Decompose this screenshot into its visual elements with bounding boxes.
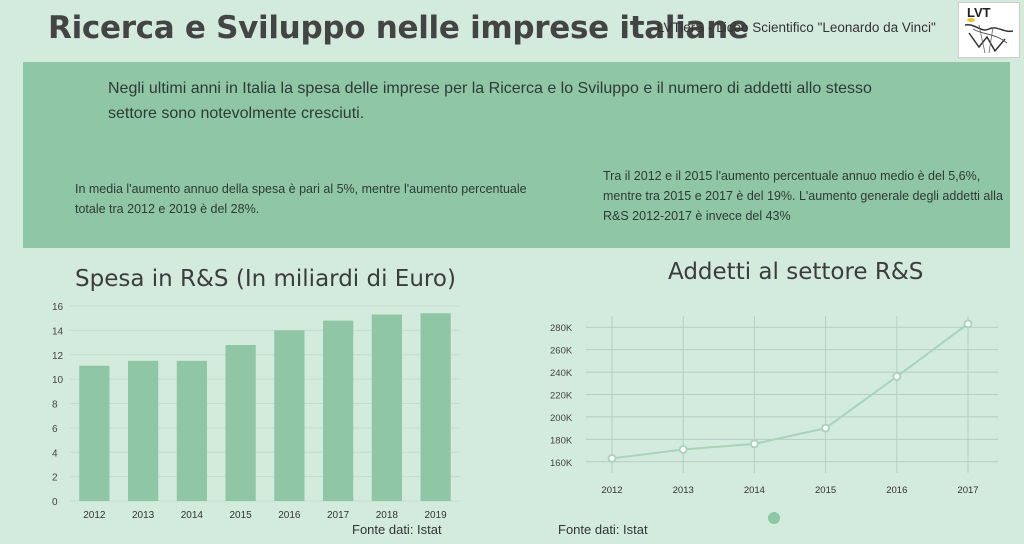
line-chart-y-tick-label: 160K [550, 458, 573, 469]
line-chart-y-tick-label: 260K [550, 346, 573, 357]
bar-chart-y-tick-label: 10 [52, 375, 64, 386]
line-chart-y-tick-label: 220K [550, 391, 573, 402]
bar-chart-x-tick-label: 2013 [132, 510, 155, 521]
line-point-2016 [892, 372, 902, 382]
school-logo: LVT [958, 2, 1020, 58]
line-chart-x-tick-label: 2013 [673, 485, 694, 496]
line-chart-y-tick-label: 240K [550, 368, 573, 379]
employees-note: Tra il 2012 e il 2015 l'aumento percentu… [603, 169, 1003, 223]
bar-2016 [274, 330, 305, 501]
page-title: Ricerca e Sviluppo nelle imprese italian… [48, 10, 749, 46]
bar-2012 [79, 365, 110, 501]
bar-2019 [420, 313, 451, 501]
line-series-addetti [611, 323, 969, 460]
line-chart: 160K 180K 200K 220K 240K 260K 280K 2012 2013 2014… [550, 316, 998, 496]
intro-text: Negli ultimi anni in Italia la spesa del… [108, 80, 872, 122]
bar-chart-x-tick-label: 2012 [83, 510, 106, 521]
line-chart-title: Addetti al settore R&S [668, 259, 924, 285]
bar-chart-x-tick-label: 2016 [278, 510, 301, 521]
summary-panel: Negli ultimi anni in Italia la spesa del… [23, 62, 1010, 248]
bar-chart-y-tick-label: 14 [52, 326, 64, 337]
line-chart-y-tick-label: 180K [550, 435, 573, 446]
spending-note: In media l'aumento annuo della spesa è p… [75, 182, 527, 216]
bar-chart-y-tick-label: 4 [52, 448, 58, 459]
bar-chart-y-tick-label: 8 [52, 400, 58, 411]
bar-2013 [128, 360, 159, 501]
line-point-2017 [963, 319, 973, 329]
bar-chart-source: Fonte dati: Istat [352, 522, 442, 537]
bar-chart-x-tick-label: 2019 [425, 510, 448, 521]
line-chart-x-tick-label: 2014 [744, 485, 765, 496]
bar-chart-x-tick-label: 2018 [376, 510, 399, 521]
bar-chart-y-tick-label: 12 [52, 351, 64, 362]
line-chart-x-tick-label: 2012 [601, 485, 622, 496]
bar-chart-y-tick-label: 2 [52, 473, 58, 484]
line-chart-x-tick-label: 2015 [815, 485, 836, 496]
bar-chart: 0 2 4 6 8 10 12 14 16 2012 2013 2014 2015 2016 2017 201… [52, 302, 460, 521]
line-point-2013 [678, 444, 688, 454]
bar-2014 [176, 360, 207, 501]
organization-label: LVTierS - Liceo Scientifico "Leonardo da… [657, 20, 936, 35]
bar-2018 [371, 314, 402, 501]
bar-chart-title: Spesa in R&S (In miliardi di Euro) [75, 266, 456, 292]
bar-2017 [323, 320, 354, 501]
logo-text: LVT [967, 5, 991, 20]
line-chart-y-tick-label: 280K [550, 323, 573, 334]
bar-chart-y-tick-label: 0 [52, 497, 58, 508]
line-point-2012 [607, 453, 617, 463]
bar-chart-x-tick-label: 2014 [181, 510, 204, 521]
line-point-2015 [821, 423, 831, 433]
bar-chart-y-tick-label: 6 [52, 424, 58, 435]
bar-chart-x-tick-label: 2015 [230, 510, 253, 521]
line-chart-x-tick-label: 2017 [957, 485, 978, 496]
line-chart-x-tick-label: 2016 [886, 485, 907, 496]
bar-chart-y-tick-label: 16 [52, 302, 64, 313]
logo-graphic: LVT [964, 5, 1014, 54]
line-chart-y-tick-label: 200K [550, 413, 573, 424]
bar-2015 [225, 345, 256, 501]
bar-chart-x-tick-label: 2017 [327, 510, 350, 521]
pagination-dot[interactable] [768, 512, 780, 524]
line-point-2014 [749, 439, 759, 449]
line-chart-source: Fonte dati: Istat [558, 522, 648, 537]
